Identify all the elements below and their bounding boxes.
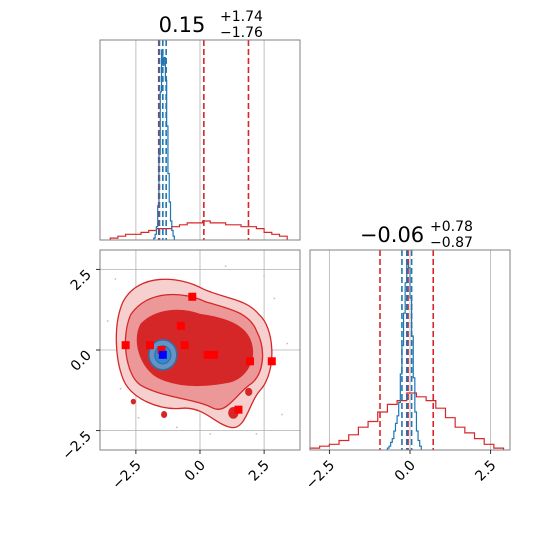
marginal-histogram-x: 0.15 +1.74−1.76 (99, 9, 301, 241)
sample-point (176, 426, 178, 429)
red-marker (267, 357, 276, 366)
title-upper-error: +0.78 (430, 219, 473, 235)
red-marker (146, 341, 154, 350)
x-tick-label: 2.5 (472, 458, 499, 485)
histogram-title: −0.06 (360, 223, 424, 247)
sample-point (119, 387, 122, 390)
sample-point (273, 297, 276, 300)
red-marker (121, 341, 130, 350)
axes-frame (99, 39, 301, 241)
x-tick-label: −2.5 (109, 458, 144, 493)
sample-point (224, 265, 227, 268)
red-marker (188, 292, 197, 301)
red-histogram (109, 220, 288, 240)
x-tick-label: 0.0 (392, 458, 419, 485)
red-marker (203, 350, 212, 359)
contour-island (161, 411, 168, 419)
joint-density-panel: −2.5 0.0 2.5 −2.5 0.0 2.5 (59, 249, 301, 493)
y-tick-label: −2.5 (59, 428, 94, 463)
red-marker (246, 357, 254, 366)
marginal-histogram-y: −0.06 +0.78−0.87 −2.5 0.0 2.5 (303, 219, 511, 493)
sample-point (114, 278, 117, 280)
sample-point (263, 274, 266, 277)
blue-histogram (386, 259, 422, 450)
contour-island (245, 387, 253, 397)
y-tick-label: 2.5 (68, 267, 95, 294)
red-marker (176, 321, 185, 330)
blue-marker (158, 350, 167, 359)
red-marker (210, 350, 219, 359)
blue-histogram (153, 49, 175, 240)
sample-point (106, 320, 109, 322)
x-tick-label: 0.0 (182, 458, 209, 485)
x-tick-label: 2.5 (246, 458, 273, 485)
sample-point (281, 413, 283, 416)
red-marker (234, 405, 243, 414)
red-marker (180, 341, 189, 350)
sample-point (137, 416, 140, 419)
sample-point (209, 432, 212, 435)
sample-point (255, 432, 258, 435)
title-lower-error: −0.87 (430, 235, 473, 251)
title-lower-error: −1.76 (220, 25, 263, 41)
y-tick-label: 0.0 (68, 348, 95, 375)
sample-point (286, 342, 289, 345)
contour-island (130, 398, 136, 405)
red-marker (157, 346, 166, 354)
x-tick-label: −2.5 (303, 458, 338, 493)
title-upper-error: +1.74 (220, 9, 263, 25)
histogram-title: 0.15 (159, 13, 206, 37)
